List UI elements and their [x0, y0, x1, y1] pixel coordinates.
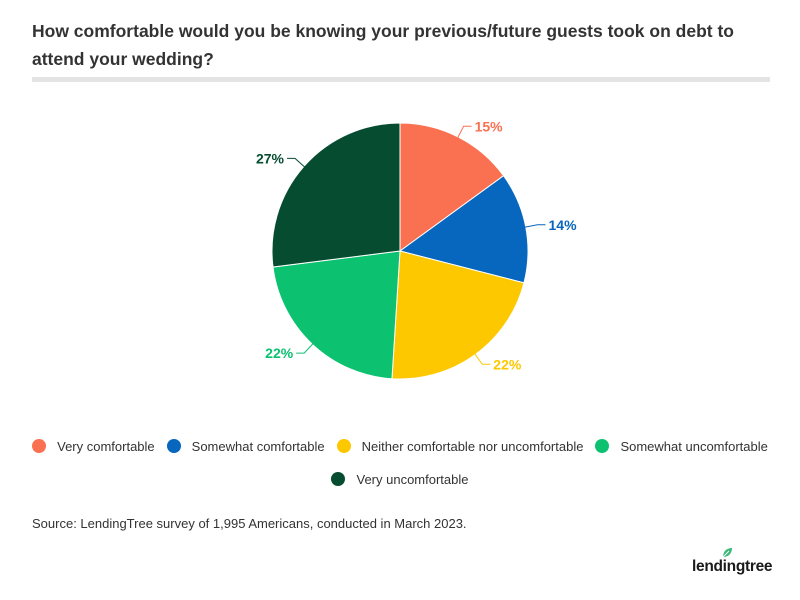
legend-row-1: Very comfortable Somewhat comfortable Ne…	[0, 433, 800, 459]
data-label-very-uncomfortable: 27%	[256, 150, 285, 166]
leader-line-very-comfortable	[456, 125, 472, 139]
data-label-somewhat-comfortable: 14%	[549, 217, 578, 233]
legend-swatch	[166, 439, 181, 453]
legend: Very comfortable Somewhat comfortable Ne…	[0, 433, 800, 499]
legend-item-somewhat-uncomfortable: Somewhat uncomfortable	[595, 438, 768, 454]
legend-item-very-uncomfortable: Very uncomfortable	[331, 471, 469, 487]
leader-line-very-uncomfortable	[287, 157, 306, 169]
legend-swatch	[336, 439, 351, 453]
leader-line-neither-comfortable-nor-uncomfortable	[473, 352, 491, 365]
legend-item-very-comfortable: Very comfortable	[32, 439, 155, 454]
legend-row-2: Very uncomfortable	[0, 466, 800, 492]
legend-label: Very comfortable	[57, 438, 155, 454]
leader-line-somewhat-uncomfortable	[296, 342, 315, 354]
leaf-icon	[722, 548, 732, 558]
data-label-somewhat-uncomfortable: 22%	[265, 345, 294, 361]
legend-swatch	[32, 439, 47, 453]
legend-item-neither: Neither comfortable nor uncomfortable	[336, 438, 584, 454]
title-divider	[32, 77, 770, 82]
legend-label: Somewhat uncomfortable	[620, 438, 768, 454]
pie-chart: 15% 14% 22% 22% 27%	[256, 118, 578, 380]
chart-title: How comfortable would you be knowing you…	[32, 21, 734, 69]
lendingtree-logo: lendingtree	[692, 558, 773, 575]
legend-label: Neither comfortable nor uncomfortable	[361, 438, 584, 454]
data-label-very-comfortable: 15%	[475, 118, 504, 134]
leader-line-somewhat-comfortable	[523, 224, 546, 228]
source-note: Source: LendingTree survey of 1,995 Amer…	[32, 516, 467, 531]
legend-swatch	[331, 472, 346, 486]
legend-swatch	[595, 439, 610, 453]
legend-label: Somewhat comfortable	[191, 438, 325, 454]
legend-label: Very uncomfortable	[356, 471, 469, 487]
pie-slice-very-uncomfortable	[271, 122, 401, 268]
data-label-neither-comfortable-nor-uncomfortable: 22%	[493, 356, 522, 372]
legend-item-somewhat-comfortable: Somewhat comfortable	[166, 438, 325, 454]
